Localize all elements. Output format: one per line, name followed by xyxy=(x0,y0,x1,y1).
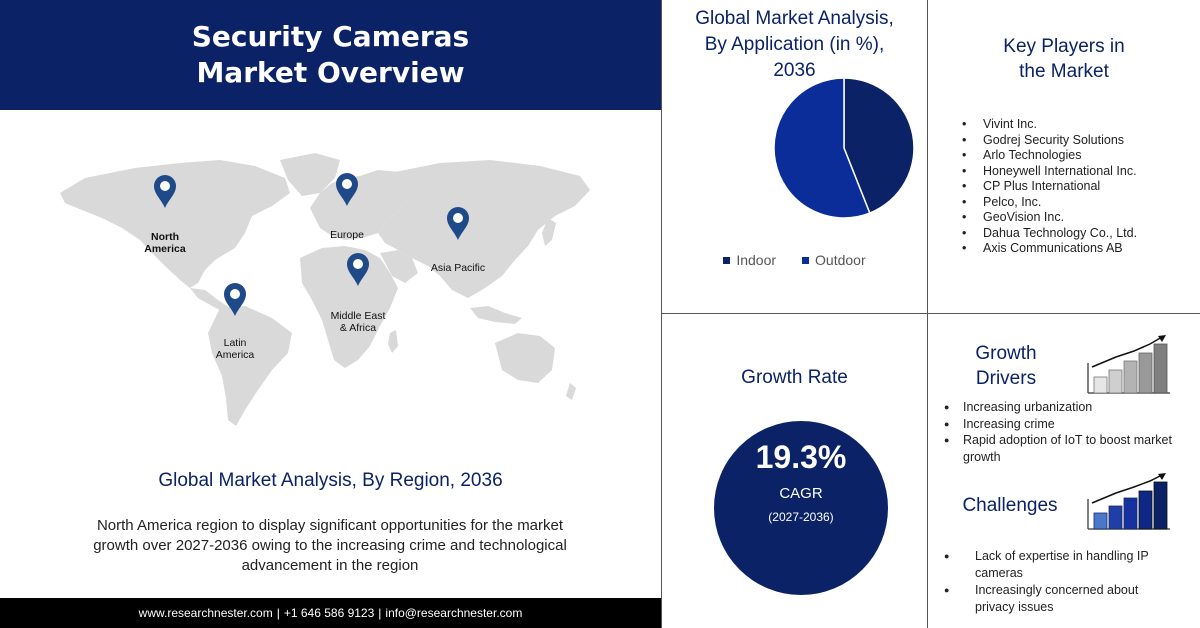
rising-bar-chart-icon xyxy=(1087,335,1170,394)
growth-drivers-title-line1: Growth xyxy=(975,343,1037,364)
divider-vertical-right xyxy=(927,0,928,628)
pie-legend: Indoor Outdoor xyxy=(662,252,927,268)
challenge-item: Lack of expertise in handling IP cameras xyxy=(944,548,1154,581)
application-pie-chart xyxy=(773,77,915,219)
key-player-item: Pelco, Inc. xyxy=(962,195,1137,211)
map-region-label: America xyxy=(144,243,186,255)
land-greenland xyxy=(280,153,340,196)
legend-label-indoor: Indoor xyxy=(736,252,777,268)
divider-horizontal xyxy=(661,313,1200,314)
map-pin-icon xyxy=(347,253,369,286)
divider-vertical-main xyxy=(661,0,662,628)
footer-phone[interactable]: +1 646 586 9123 xyxy=(283,606,375,620)
growth-driver-item: Increasing crime xyxy=(944,416,1174,433)
map-region-label: North xyxy=(151,231,179,243)
map-region-label: Asia Pacific xyxy=(431,262,485,274)
growth-driver-item: Rapid adoption of IoT to boost market gr… xyxy=(944,432,1174,465)
challenge-item: Increasingly concerned about privacy iss… xyxy=(944,582,1154,615)
footer-separator: | xyxy=(378,606,382,620)
map-pin-hole xyxy=(353,259,363,269)
land-japan xyxy=(542,218,556,246)
map-region-label: America xyxy=(216,349,255,361)
key-players-title-line2: the Market xyxy=(1019,61,1109,82)
pie-title-line3: 2036 xyxy=(773,60,816,81)
pie-slice-indoor xyxy=(843,77,915,215)
land-north-america xyxy=(60,160,290,288)
map-pin-hole xyxy=(342,179,352,189)
footer-email[interactable]: info@researchnester.com xyxy=(385,606,523,620)
map-pins xyxy=(154,173,469,316)
map-pin-icon xyxy=(154,175,176,208)
map-pin-icon xyxy=(336,173,358,206)
title-banner: Security Cameras Market Overview xyxy=(0,0,661,110)
growth-rate-title: Growth Rate xyxy=(741,367,848,388)
map-region-label: & Africa xyxy=(340,322,376,334)
key-players-list: Vivint Inc. Godrej Security Solutions Ar… xyxy=(962,117,1137,257)
legend-item-outdoor: Outdoor xyxy=(802,252,866,268)
key-player-item: CP Plus International xyxy=(962,179,1137,195)
cagr-circle-bg xyxy=(714,421,888,595)
key-player-item: Godrej Security Solutions xyxy=(962,133,1137,149)
legend-swatch-indoor xyxy=(723,256,731,264)
region-caption: Global Market Analysis, By Region, 2036 xyxy=(158,470,503,491)
land-africa xyxy=(300,246,398,368)
legend-label-outdoor: Outdoor xyxy=(815,252,866,268)
growth-drivers-title: Growth Drivers xyxy=(962,341,1050,391)
key-player-item: Dahua Technology Co., Ltd. xyxy=(962,226,1137,242)
land-australia xyxy=(495,333,555,383)
cagr-value: 19.3% xyxy=(756,439,847,475)
challenges-title: Challenges xyxy=(962,495,1058,516)
land-south-america xyxy=(208,306,292,426)
legend-item-indoor: Indoor xyxy=(723,252,776,268)
legend-swatch-outdoor xyxy=(802,256,810,264)
footer-separator: | xyxy=(276,606,280,620)
page-title-line2: Market Overview xyxy=(196,56,465,89)
key-player-item: Axis Communications AB xyxy=(962,241,1137,257)
cagr-label: CAGR xyxy=(779,485,823,502)
footer-website[interactable]: www.researchnester.com xyxy=(138,606,273,620)
growth-drivers-list: Increasing urbanization Increasing crime… xyxy=(944,399,1174,465)
land-madagascar xyxy=(388,330,398,353)
pie-title-line1: Global Market Analysis, xyxy=(695,8,894,29)
map-pin-hole xyxy=(230,289,240,299)
growth-drivers-title-line2: Drivers xyxy=(975,368,1037,389)
cagr-circle: 19.3% CAGR (2027-2036) xyxy=(714,421,888,595)
key-player-item: GeoVision Inc. xyxy=(962,210,1137,226)
map-region-label: Middle East xyxy=(331,310,386,322)
land-arabia xyxy=(380,250,418,283)
map-region-label: Europe xyxy=(330,229,364,241)
pie-slice-outdoor xyxy=(773,77,871,219)
land-indonesia xyxy=(470,306,522,324)
map-pin-hole xyxy=(160,181,170,191)
challenge-bar-chart-icon xyxy=(1087,473,1170,530)
land-central-america xyxy=(190,288,230,313)
land-europe xyxy=(310,170,412,240)
world-map-land xyxy=(60,153,590,426)
pie-chart-title: Global Market Analysis, By Application (… xyxy=(662,6,927,84)
pie-title-line2: By Application (in %), xyxy=(704,34,885,55)
page-title-line1: Security Cameras xyxy=(191,20,470,53)
challenges-list: Lack of expertise in handling IP cameras… xyxy=(944,548,1154,616)
map-pin-icon xyxy=(447,207,469,240)
map-region-label: Latin xyxy=(224,337,247,349)
land-new-zealand xyxy=(566,383,576,400)
key-player-item: Vivint Inc. xyxy=(962,117,1137,133)
map-pin-hole xyxy=(453,213,463,223)
cagr-period: (2027-2036) xyxy=(768,510,833,524)
key-player-item: Arlo Technologies xyxy=(962,148,1137,164)
region-description: North America region to display signific… xyxy=(93,517,567,574)
land-asia xyxy=(378,160,590,298)
footer-bar: www.researchnester.com | +1 646 586 9123… xyxy=(0,598,661,628)
growth-driver-item: Increasing urbanization xyxy=(944,399,1174,416)
key-players-title: Key Players in the Market xyxy=(928,34,1200,84)
key-player-item: Honeywell International Inc. xyxy=(962,164,1137,180)
key-players-title-line1: Key Players in xyxy=(1003,36,1125,57)
map-pin-icon xyxy=(224,283,246,316)
